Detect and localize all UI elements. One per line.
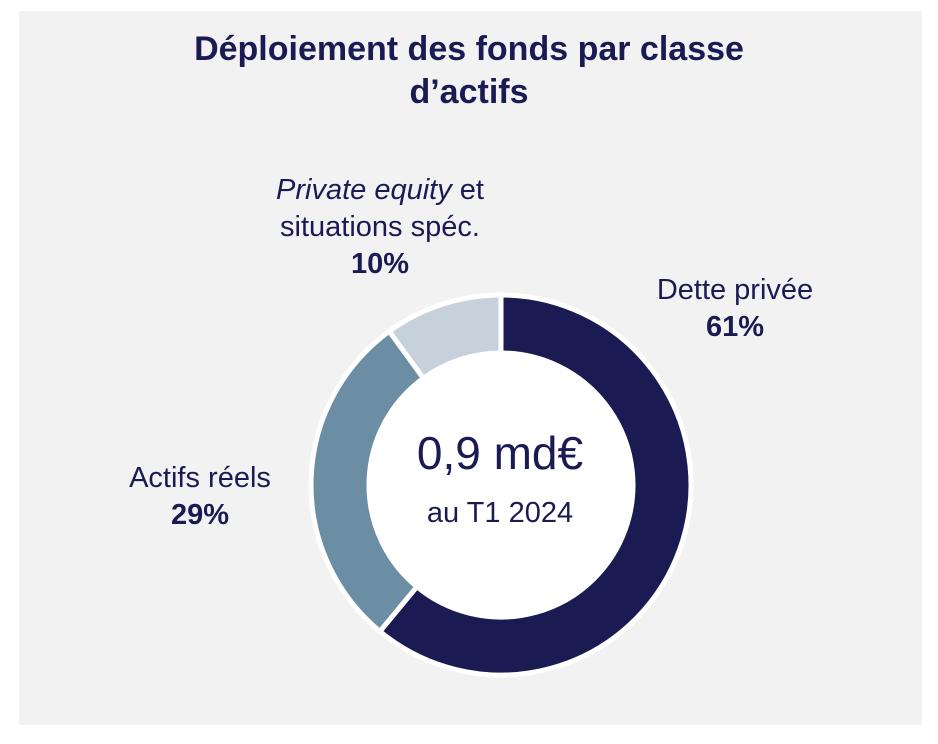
- slice-label-private-equity: Private equity et situations spéc. 10%: [215, 172, 545, 283]
- donut-hole: [371, 355, 631, 615]
- slice-label-actifs-reels-name: Actifs réels: [129, 462, 271, 494]
- donut-slice-private-equity: [385, 292, 504, 382]
- slice-value-actifs-reels: 29%: [170, 499, 230, 531]
- slice-value-dette-privee: 61%: [705, 311, 765, 343]
- slice-value-private-equity: 10%: [350, 248, 410, 280]
- chart-title-line-1: Déploiement des fonds par classe: [194, 30, 744, 68]
- slice-label-dette-privee-name: Dette privée: [656, 274, 814, 306]
- slice-label-private-equity-line-2: situations spéc.: [280, 211, 480, 243]
- slice-label-private-equity-line-1: Private equity et: [215, 172, 545, 209]
- chart-title-line-2: d’actifs: [409, 73, 529, 111]
- donut-center-subtitle: au T1 2024: [426, 497, 574, 529]
- donut-slice-dette-privee: [376, 292, 694, 678]
- slice-label-actifs-reels: Actifs réels 29%: [80, 460, 320, 534]
- donut-slice-actifs-reels: [308, 327, 427, 635]
- slice-label-dette-privee: Dette privée 61%: [600, 272, 870, 346]
- chart-title: Déploiement des fonds par classe d’actif…: [0, 28, 938, 114]
- slice-label-private-equity-rest: et: [451, 174, 484, 206]
- slice-label-private-equity-italic: Private equity: [276, 174, 452, 206]
- donut-center-value: 0,9 md€: [416, 427, 584, 479]
